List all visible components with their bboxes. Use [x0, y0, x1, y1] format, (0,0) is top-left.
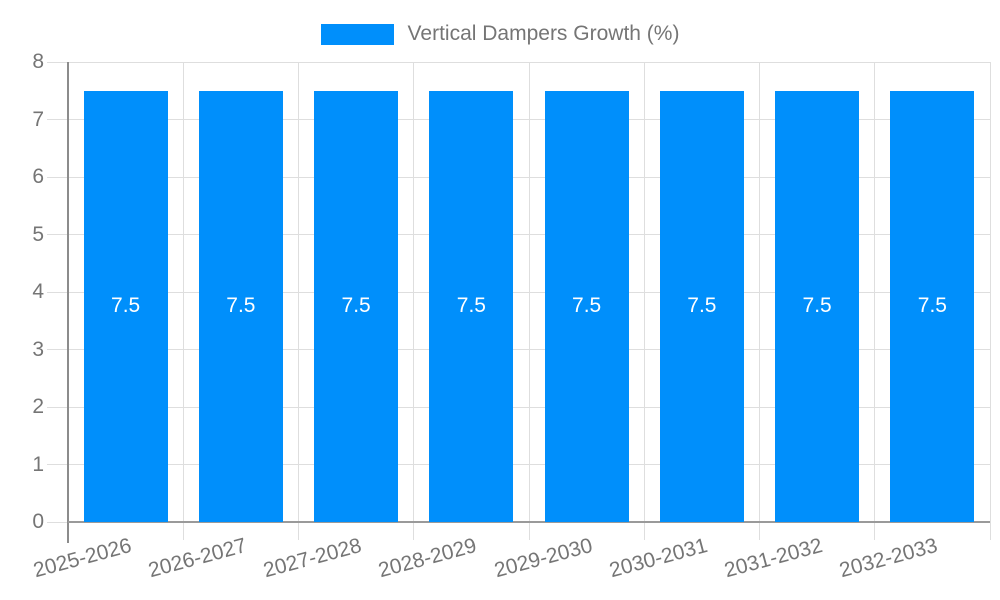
- x-gridline: [298, 62, 299, 540]
- legend-swatch: [320, 23, 394, 45]
- y-axis-tick-label: 8: [32, 50, 44, 73]
- x-gridline: [528, 62, 530, 540]
- bar-value-label: 7.5: [572, 294, 602, 318]
- y-gridline: [47, 406, 990, 408]
- x-gridline: [182, 62, 184, 540]
- bar: 7.5: [659, 90, 744, 522]
- bar: 7.5: [314, 90, 399, 522]
- x-gridline: [989, 62, 991, 540]
- bar-value-label: 7.5: [111, 294, 141, 318]
- y-gridline: [47, 119, 990, 120]
- chart-legend: Vertical Dampers Growth (%): [0, 22, 1000, 46]
- y-axis-tick-label: 3: [32, 337, 44, 361]
- y-gridline: [47, 464, 990, 465]
- bar-value-label: 7.5: [226, 294, 256, 318]
- y-gridline: [47, 234, 990, 235]
- y-axis-tick-label: 4: [32, 280, 44, 303]
- bar-value-label: 7.5: [456, 294, 486, 318]
- y-axis-tick-label: 1: [32, 452, 44, 476]
- bar: 7.5: [890, 90, 975, 522]
- y-gridline: [47, 291, 990, 293]
- bar: 7.5: [83, 90, 168, 522]
- bar: 7.5: [429, 90, 514, 522]
- bar: 7.5: [198, 90, 283, 522]
- legend-label: Vertical Dampers Growth (%): [407, 22, 680, 45]
- bar: 7.5: [544, 90, 629, 522]
- bar-value-label: 7.5: [341, 294, 371, 318]
- bar-value-label: 7.5: [917, 294, 947, 318]
- y-axis-tick-label: 0: [32, 510, 44, 533]
- bar: 7.5: [775, 90, 860, 522]
- x-gridline: [759, 62, 760, 540]
- y-axis-tick-label: 2: [32, 395, 44, 418]
- y-gridline: [47, 349, 990, 350]
- y-axis-tick-label: 5: [32, 222, 44, 246]
- y-gridline: [47, 61, 990, 63]
- y-axis-tick-label: 7: [32, 107, 44, 131]
- y-axis-line: [67, 62, 69, 543]
- y-gridline: [47, 176, 990, 178]
- x-axis-line: [68, 521, 990, 523]
- bar-value-label: 7.5: [687, 294, 717, 318]
- x-gridline: [413, 62, 415, 540]
- x-gridline: [874, 62, 876, 540]
- x-gridline: [643, 62, 645, 540]
- bar-value-label: 7.5: [802, 294, 832, 318]
- y-axis-tick-label: 6: [32, 165, 44, 188]
